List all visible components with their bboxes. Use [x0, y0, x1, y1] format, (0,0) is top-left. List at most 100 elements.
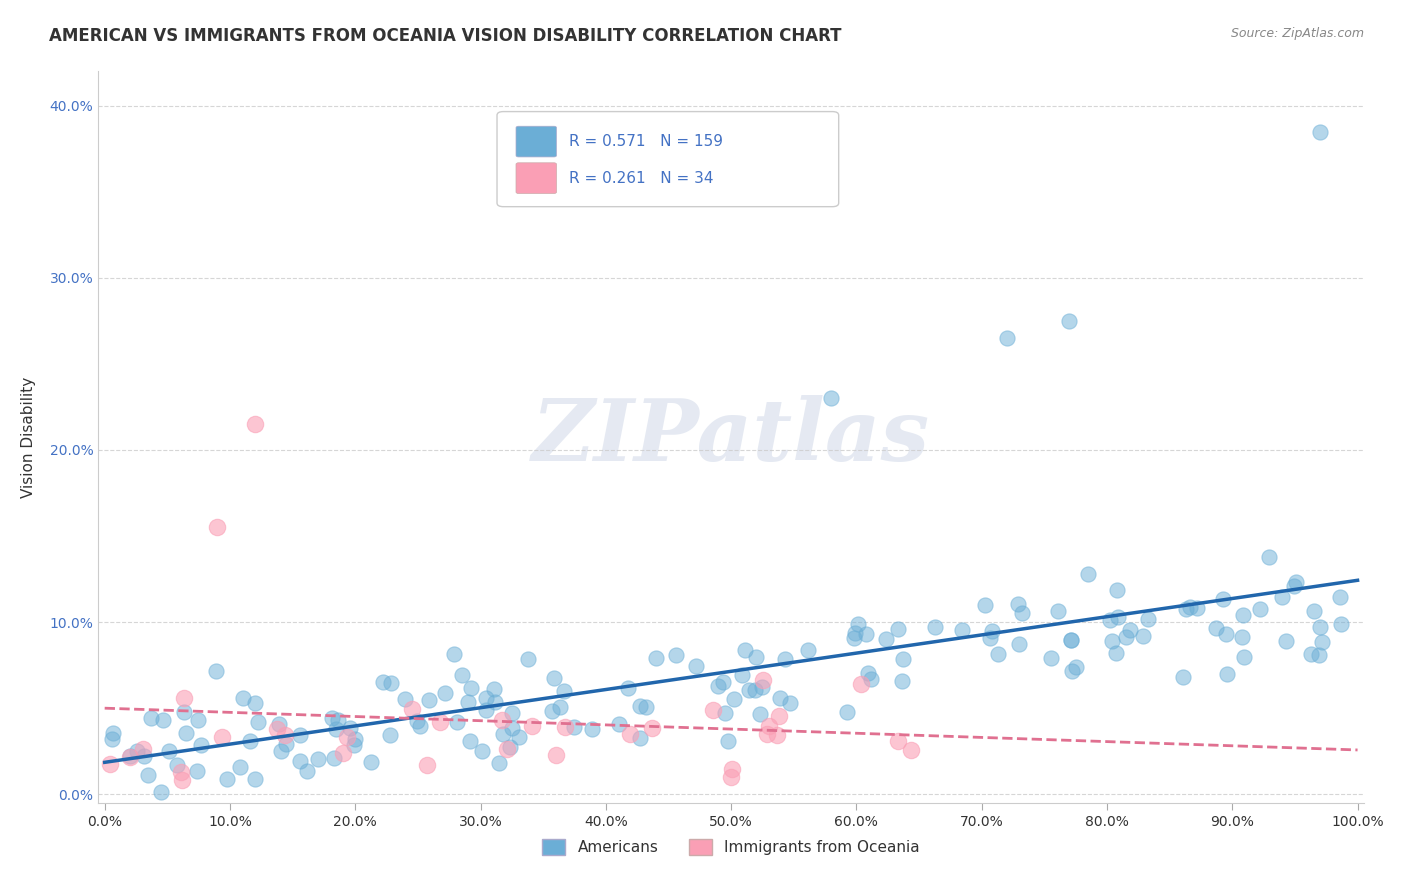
Point — [152, 713, 174, 727]
Point — [860, 673, 883, 687]
Point — [891, 673, 914, 688]
Point — [270, 744, 292, 758]
Point — [475, 703, 498, 717]
Point — [103, 725, 125, 739]
Point — [380, 728, 402, 742]
Point — [900, 743, 922, 757]
Point — [924, 620, 946, 634]
Point — [756, 727, 779, 741]
Point — [496, 741, 519, 756]
FancyBboxPatch shape — [516, 126, 557, 157]
Point — [641, 721, 664, 735]
Point — [1171, 670, 1194, 684]
Point — [581, 722, 603, 736]
Point — [616, 681, 638, 695]
Point — [443, 647, 465, 661]
FancyBboxPatch shape — [498, 112, 838, 207]
Point — [1118, 624, 1140, 638]
Point — [1212, 592, 1234, 607]
Point — [125, 744, 148, 758]
Text: AMERICAN VS IMMIGRANTS FROM OCEANIA VISION DISABILITY CORRELATION CHART: AMERICAN VS IMMIGRANTS FROM OCEANIA VISI… — [49, 27, 842, 45]
Point — [132, 749, 155, 764]
Point — [484, 681, 506, 696]
Point — [1330, 616, 1353, 631]
Point — [288, 754, 311, 768]
Point — [380, 676, 402, 690]
Y-axis label: Vision Disability: Vision Disability — [21, 376, 35, 498]
Point — [858, 666, 880, 681]
Point — [332, 746, 354, 760]
Point — [1175, 601, 1198, 615]
Point — [409, 718, 432, 732]
Point — [492, 727, 515, 741]
Point — [394, 692, 416, 706]
Text: R = 0.571   N = 159: R = 0.571 N = 159 — [569, 134, 723, 149]
Point — [543, 671, 565, 685]
Point — [371, 674, 394, 689]
Point — [723, 691, 745, 706]
Point — [1064, 660, 1087, 674]
Point — [136, 768, 159, 782]
Point — [266, 722, 288, 736]
Point — [150, 785, 173, 799]
Point — [628, 731, 651, 745]
Point — [204, 665, 226, 679]
Point — [979, 631, 1001, 645]
Point — [295, 764, 318, 778]
Point — [187, 713, 209, 727]
Point — [1303, 604, 1326, 618]
Point — [1077, 567, 1099, 582]
Point — [1216, 666, 1239, 681]
Point — [1060, 632, 1083, 647]
Point — [720, 762, 742, 776]
Point — [173, 691, 195, 706]
Point — [1282, 579, 1305, 593]
Point — [276, 737, 298, 751]
Point — [1107, 582, 1129, 597]
Point — [797, 642, 820, 657]
Point — [711, 675, 734, 690]
Point — [734, 642, 756, 657]
Point — [875, 632, 897, 646]
Point — [288, 728, 311, 742]
Point — [520, 719, 543, 733]
Point — [269, 717, 291, 731]
Point — [1098, 613, 1121, 627]
Point — [1107, 610, 1129, 624]
Point — [1310, 635, 1333, 649]
Point — [1233, 649, 1256, 664]
Point — [207, 520, 229, 534]
Point — [1309, 125, 1331, 139]
Point — [1258, 549, 1281, 564]
Point — [619, 726, 641, 740]
Point — [174, 726, 197, 740]
Point — [484, 695, 506, 709]
Point — [554, 720, 576, 734]
Point — [887, 734, 910, 748]
Point — [758, 719, 780, 733]
Point — [429, 714, 451, 729]
Point — [773, 652, 796, 666]
Point — [1136, 612, 1159, 626]
Point — [173, 706, 195, 720]
Point — [1007, 597, 1029, 611]
Point — [458, 734, 481, 748]
Point — [323, 751, 346, 765]
Point — [1101, 633, 1123, 648]
Point — [1105, 646, 1128, 660]
Text: Source: ZipAtlas.com: Source: ZipAtlas.com — [1230, 27, 1364, 40]
Point — [1230, 631, 1253, 645]
Point — [508, 731, 530, 745]
Point — [328, 713, 350, 727]
Point — [98, 757, 121, 772]
Text: R = 0.261   N = 34: R = 0.261 N = 34 — [569, 170, 714, 186]
Point — [717, 734, 740, 748]
Legend: Americans, Immigrants from Oceania: Americans, Immigrants from Oceania — [536, 833, 927, 861]
Point — [665, 648, 688, 662]
Point — [1299, 647, 1322, 661]
Point — [339, 721, 361, 735]
Point — [768, 709, 790, 723]
Point — [416, 757, 439, 772]
Point — [751, 673, 773, 688]
Point — [1309, 620, 1331, 634]
